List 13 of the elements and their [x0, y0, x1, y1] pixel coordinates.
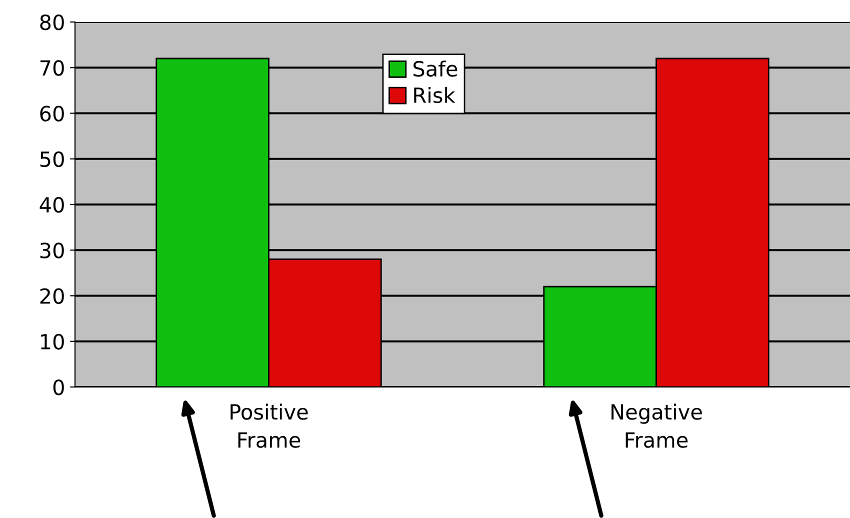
legend-label: Safe: [414, 60, 458, 77]
y-tick-label: 80: [40, 14, 64, 30]
x-tick-label: Positive Frame: [230, 404, 308, 448]
x-tick-label: Negative Frame: [612, 404, 702, 448]
y-tick-label: 40: [40, 196, 64, 213]
y-tick-label: 20: [40, 288, 64, 304]
y-tick-label: 70: [40, 60, 64, 76]
y-tick-label: 10: [41, 334, 64, 350]
y-tick-label: 60: [40, 106, 64, 122]
y-tick-label: 50: [40, 151, 64, 168]
y-tick-label: 0: [53, 379, 64, 396]
legend-label: Risk: [414, 86, 456, 104]
y-tick-label: 30: [40, 242, 64, 258]
